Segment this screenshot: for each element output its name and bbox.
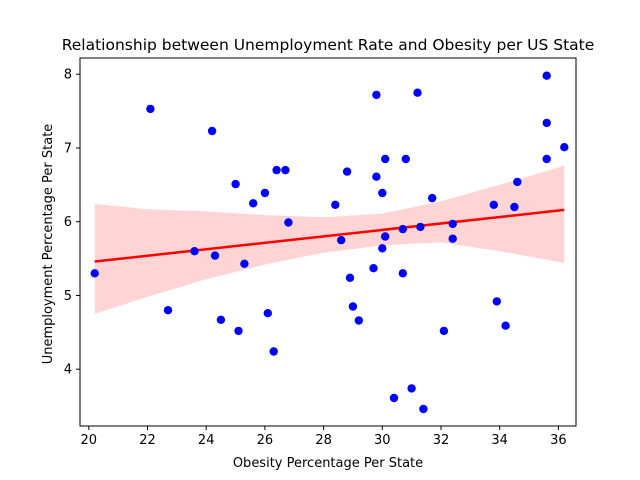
- data-point: [439, 326, 449, 336]
- data-point: [389, 393, 399, 403]
- confidence-band: [94, 165, 565, 314]
- y-axis-label: Unemployment Percentage Per State: [41, 124, 56, 365]
- data-point: [260, 188, 270, 198]
- data-point: [560, 143, 569, 152]
- x-tick-label: 20: [81, 433, 98, 448]
- regression-line: [94, 208, 565, 263]
- data-point: [413, 88, 422, 97]
- data-point: [448, 219, 457, 229]
- data-point: [513, 177, 522, 187]
- data-point: [542, 71, 551, 80]
- data-point: [398, 224, 407, 234]
- data-point: [331, 200, 340, 209]
- data-point: [263, 309, 272, 318]
- confidence-band-layer: [94, 165, 565, 314]
- data-point: [240, 259, 249, 268]
- data-point: [281, 165, 290, 175]
- chart-title: Relationship between Unemployment Rate a…: [62, 36, 595, 54]
- axes-frame: [79, 57, 577, 427]
- data-point: [372, 90, 381, 100]
- data-point: [448, 234, 457, 243]
- data-point: [542, 118, 551, 128]
- data-point: [216, 315, 226, 324]
- data-point: [419, 404, 428, 414]
- points-layer: [90, 71, 569, 414]
- data-point: [231, 179, 240, 189]
- y-tick-label: 5: [64, 289, 72, 304]
- data-point: [348, 302, 358, 311]
- data-point: [378, 244, 387, 253]
- data-point: [190, 247, 199, 256]
- data-point: [416, 222, 425, 232]
- data-point: [372, 172, 381, 181]
- data-point: [489, 200, 498, 209]
- y-tick-label: 4: [64, 363, 72, 378]
- data-point: [249, 199, 258, 208]
- data-point: [90, 269, 99, 278]
- data-point: [501, 321, 510, 330]
- y-tick-label: 8: [64, 68, 72, 83]
- x-tick-label: 30: [374, 433, 391, 448]
- data-point: [210, 251, 220, 260]
- y-tick-label: 7: [64, 141, 72, 156]
- data-point: [342, 167, 352, 176]
- data-point: [369, 264, 378, 273]
- x-tick-label: 26: [257, 433, 274, 448]
- data-point: [378, 188, 387, 198]
- data-point: [345, 273, 355, 282]
- x-tick-label: 36: [550, 433, 567, 448]
- x-tick-label: 34: [491, 433, 508, 448]
- x-axis-label: Obesity Percentage Per State: [233, 456, 423, 471]
- data-point: [269, 347, 278, 356]
- x-tick-label: 32: [433, 433, 450, 448]
- data-point: [284, 218, 293, 227]
- data-point: [510, 202, 519, 212]
- y-axis-ticks: 4 5 6 7 8: [64, 68, 80, 378]
- plot-area: [90, 71, 569, 414]
- x-tick-label: 24: [198, 433, 215, 448]
- data-point: [234, 326, 243, 336]
- regression-line-layer: [94, 208, 565, 263]
- data-point: [272, 165, 281, 175]
- data-point: [542, 154, 551, 164]
- data-point: [492, 297, 501, 306]
- y-tick-label: 6: [64, 215, 72, 230]
- data-point: [163, 306, 173, 315]
- data-point: [398, 269, 407, 278]
- data-point: [401, 154, 410, 164]
- data-point: [207, 126, 217, 136]
- data-point: [428, 193, 437, 203]
- data-point: [337, 236, 346, 245]
- x-axis-ticks: 20 22 24 26 28 30 32 34 36: [81, 426, 567, 448]
- data-point: [381, 154, 390, 164]
- data-point: [354, 316, 363, 325]
- data-point: [407, 384, 416, 393]
- data-point: [146, 104, 155, 114]
- x-tick-label: 22: [139, 433, 156, 448]
- x-tick-label: 28: [315, 433, 332, 448]
- data-point: [381, 232, 390, 241]
